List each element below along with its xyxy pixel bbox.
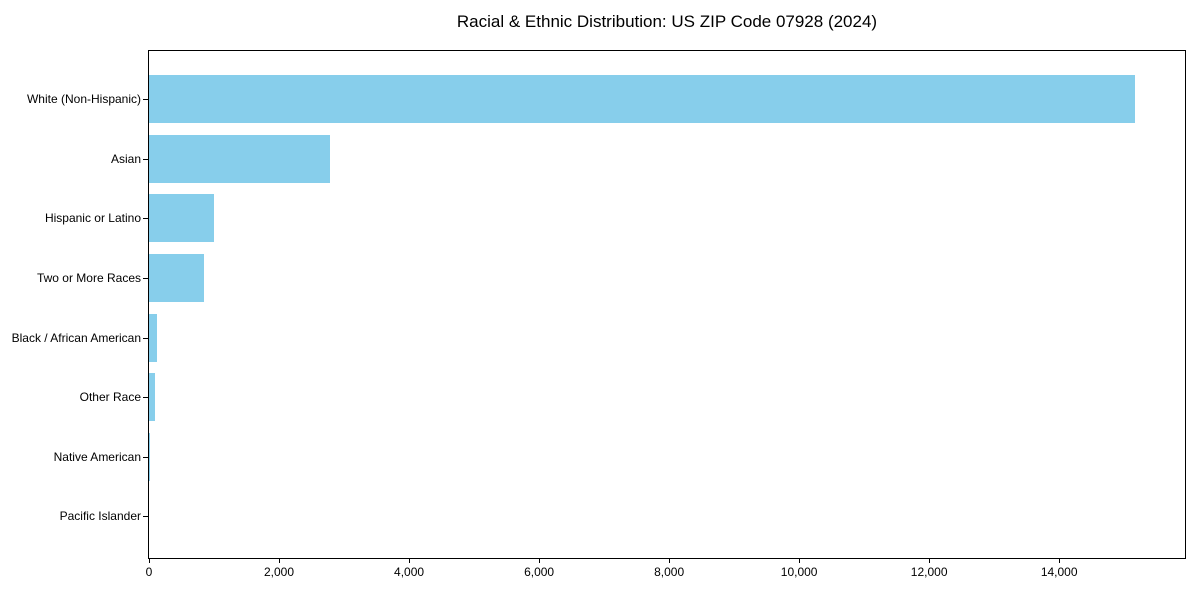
y-tick-label-black-african-american: Black / African American: [11, 330, 141, 345]
bar-other-race: [149, 373, 156, 422]
y-tick-mark-two-or-more-races: [143, 277, 149, 279]
y-tick-label-other-race: Other Race: [79, 390, 141, 405]
plot-area: White (Non-Hispanic) Asian Hispanic or Lat…: [12, 50, 1186, 579]
y-tick-label-two-or-more-races: Two or More Races: [36, 270, 141, 285]
y-tick-label-native-american: Native American: [53, 449, 141, 464]
y-tick-label-white-non-hispanic: White (Non-Hispanic): [26, 92, 141, 106]
x-tick-mark-10000: [799, 558, 801, 563]
y-tick-mark-hispanic-or-latino: [143, 218, 149, 220]
x-tick-mark-2000: [279, 558, 281, 563]
x-tick-label-10000: 10,000: [780, 565, 818, 579]
x-tick-label-4000: 4,000: [394, 565, 425, 579]
bar-white-non-hispanic: [149, 75, 1136, 123]
x-tick-label-8000: 8,000: [654, 565, 685, 579]
x-tick-mark-14000: [1059, 558, 1061, 563]
y-tick-mark-asian: [143, 158, 149, 160]
y-tick-mark-native-american: [143, 456, 149, 458]
bar-hispanic-or-latino: [149, 194, 214, 243]
x-tick-mark-4000: [409, 558, 411, 563]
x-tick-mark-0: [149, 558, 150, 563]
y-tick-label-asian: Asian: [110, 151, 141, 166]
y-tick-mark-black-african-american: [143, 337, 149, 339]
bar-two-or-more-races: [149, 253, 205, 302]
x-tick-mark-12000: [929, 558, 931, 563]
x-tick-mark-6000: [539, 558, 541, 563]
y-tick-mark-pacific-islander: [143, 516, 149, 518]
bar-black-african-american: [149, 313, 157, 362]
y-tick-mark-white-non-hispanic: [143, 99, 149, 100]
x-tick-label-2000: 2,000: [264, 565, 295, 579]
x-tick-mark-8000: [669, 558, 671, 563]
bar-asian: [149, 134, 331, 183]
x-tick-label-0: 0: [145, 565, 153, 579]
x-tick-label-12000: 12,000: [910, 565, 948, 579]
x-tick-label-6000: 6,000: [524, 565, 555, 579]
bar-native-american: [149, 432, 150, 481]
chart-title: Racial & Ethnic Distribution: US ZIP Cod…: [456, 12, 878, 31]
y-tick-label-pacific-islander: Pacific Islander: [59, 509, 141, 524]
y-tick-mark-other-race: [143, 397, 149, 399]
y-tick-label-hispanic-or-latino: Hispanic or Latino: [44, 211, 141, 226]
x-tick-label-14000: 14,000: [1040, 565, 1078, 579]
